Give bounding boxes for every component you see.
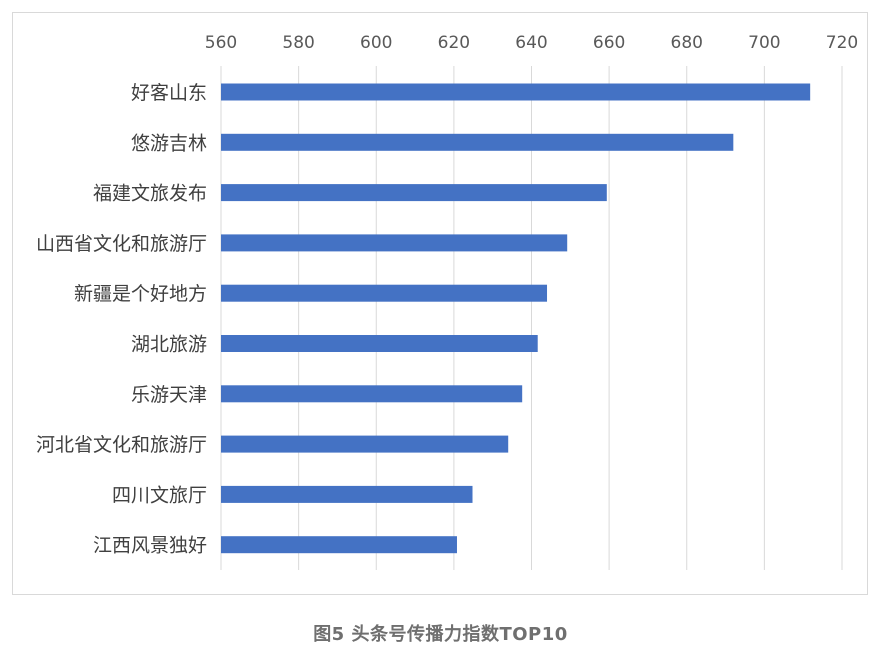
bars bbox=[221, 83, 811, 554]
x-axis-ticks: 560 580 600 620 640 660 680 700 720 bbox=[205, 33, 858, 53]
x-tick-label: 720 bbox=[826, 33, 858, 53]
bar bbox=[221, 133, 734, 151]
bar-chart: 560 580 600 620 640 660 680 700 720 好客山东悠游吉林福建文旅… bbox=[36, 33, 858, 570]
bar bbox=[221, 335, 538, 352]
bar bbox=[221, 184, 607, 202]
x-tick-label: 660 bbox=[593, 33, 625, 53]
category-label: 好客山东 bbox=[131, 82, 207, 104]
category-labels: 好客山东悠游吉林福建文旅发布山西省文化和旅游厅新疆是个好地方湖北旅游乐游天津河北… bbox=[36, 82, 207, 557]
category-label: 新疆是个好地方 bbox=[74, 283, 207, 305]
bar bbox=[221, 83, 811, 101]
category-label: 山西省文化和旅游厅 bbox=[36, 233, 207, 255]
x-tick-label: 640 bbox=[515, 33, 547, 53]
bar bbox=[221, 435, 509, 453]
category-label: 乐游天津 bbox=[131, 384, 207, 406]
category-label: 福建文旅发布 bbox=[93, 183, 207, 205]
bar bbox=[221, 284, 548, 302]
category-label: 悠游吉林 bbox=[131, 132, 207, 154]
x-tick-label: 620 bbox=[438, 33, 470, 53]
bar bbox=[221, 536, 457, 554]
bar bbox=[221, 485, 473, 503]
x-tick-label: 560 bbox=[205, 33, 237, 53]
bar bbox=[221, 234, 568, 252]
category-label: 湖北旅游 bbox=[131, 334, 207, 356]
x-tick-label: 680 bbox=[671, 33, 703, 53]
x-tick-label: 580 bbox=[282, 33, 314, 53]
category-label: 四川文旅厅 bbox=[112, 484, 207, 506]
x-tick-label: 600 bbox=[360, 33, 392, 53]
bar bbox=[221, 385, 523, 403]
figure-caption: 图5 头条号传播力指数TOP10 bbox=[313, 624, 568, 645]
x-tick-label: 700 bbox=[748, 33, 780, 53]
category-label: 江西风景独好 bbox=[93, 535, 207, 557]
category-label: 河北省文化和旅游厅 bbox=[36, 434, 207, 456]
